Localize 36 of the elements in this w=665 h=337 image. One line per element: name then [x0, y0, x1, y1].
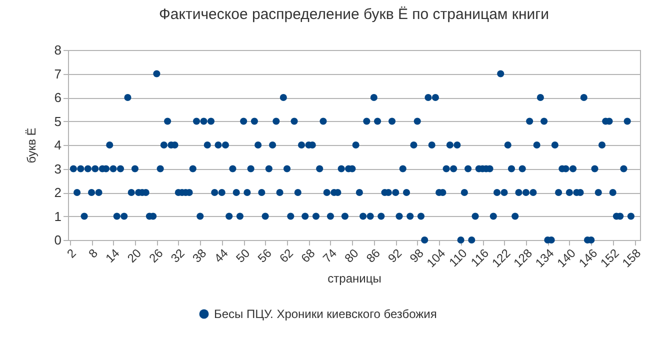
y-tick-label: 5 — [54, 114, 62, 129]
y-tick-label: 4 — [54, 138, 62, 152]
x-axis-title: страницы — [328, 271, 382, 286]
x-tick-label: 122 — [489, 246, 514, 270]
x-tick-label: 140 — [554, 246, 579, 270]
x-tick-label: 20 — [124, 246, 144, 266]
x-tick-label: 110 — [446, 246, 470, 270]
x-tick-label: 26 — [146, 246, 166, 266]
y-tick-label: 1 — [54, 208, 62, 224]
x-tick-label: 32 — [168, 246, 188, 266]
x-tick-label: 50 — [233, 246, 253, 266]
x-tick-label: 8 — [86, 246, 101, 261]
y-tick-label: 7 — [54, 66, 62, 82]
x-tick-label: 116 — [468, 246, 492, 270]
x-tick-label: 146 — [576, 246, 600, 270]
y-tick-label: 8 — [54, 42, 62, 58]
x-tick-label: 62 — [276, 246, 296, 266]
y-tick-label: 0 — [54, 232, 62, 248]
x-tick-label: 56 — [254, 246, 275, 266]
x-tick-label: 14 — [102, 246, 122, 266]
x-tick-label: 38 — [190, 246, 210, 266]
x-tick-label: 68 — [298, 246, 318, 266]
chart-title: Фактическое распределение букв Ё по страницам книги — [159, 6, 549, 23]
x-tick-label: 80 — [342, 246, 362, 266]
legend-label: Бесы ПЦУ. Хроники киевского безбожия — [214, 307, 437, 321]
x-tick-label: 128 — [510, 246, 536, 270]
y-tick-label: 2 — [54, 185, 62, 200]
x-tick-label: 92 — [385, 246, 405, 266]
x-tick-label: 86 — [364, 246, 384, 266]
y-tick-label: 6 — [54, 90, 62, 105]
x-tick-label: 2 — [64, 246, 80, 261]
x-tick-label: 134 — [532, 246, 557, 270]
y-axis-title: букв Ё — [24, 128, 38, 164]
x-tick-label: 74 — [320, 246, 340, 266]
y-tick-label: 3 — [54, 161, 62, 176]
x-tick-label: 44 — [212, 246, 232, 266]
